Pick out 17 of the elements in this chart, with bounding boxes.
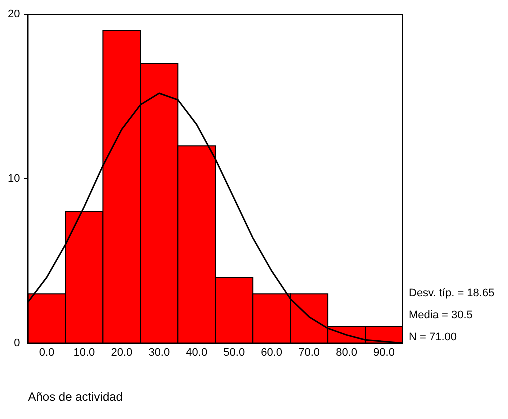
x-tick-label: 70.0 xyxy=(298,347,320,360)
x-tick-label: 50.0 xyxy=(224,347,246,360)
x-tick-label: 20.0 xyxy=(111,347,133,360)
y-tick-label: 10 xyxy=(8,173,20,186)
y-tick-label: 20 xyxy=(8,8,20,21)
x-tick-label: 80.0 xyxy=(336,347,358,360)
x-tick-label: 60.0 xyxy=(261,347,283,360)
x-tick-label: 0.0 xyxy=(39,347,55,360)
x-tick-label: 90.0 xyxy=(374,347,395,360)
text: Desv. típ. = 18.65 xyxy=(409,287,495,300)
x-tick-label: 40.0 xyxy=(186,347,208,360)
x-axis-title: Años de actividad xyxy=(28,390,123,404)
text: N = 71.00 xyxy=(409,331,458,344)
x-tick-label: 10.0 xyxy=(74,347,96,360)
y-tick-label: 0 xyxy=(14,337,20,350)
text: Media = 30.5 xyxy=(409,309,473,322)
x-tick-label: 30.0 xyxy=(148,347,170,360)
